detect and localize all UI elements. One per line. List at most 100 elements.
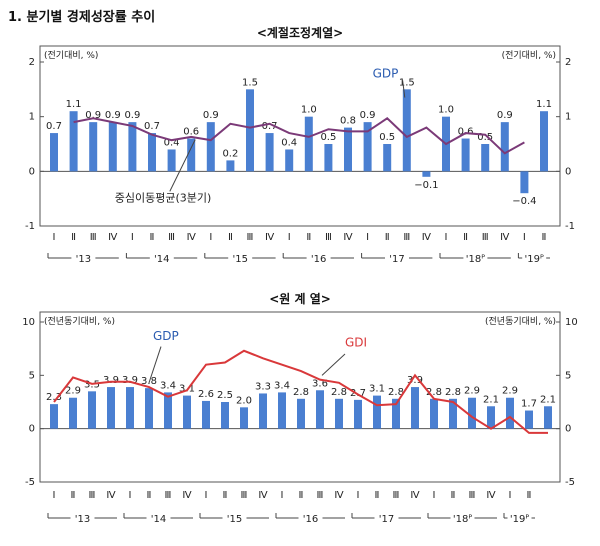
- gdp-data-label: 2.9: [65, 386, 81, 397]
- gdp-data-label: 3.1: [369, 384, 385, 395]
- quarter-label: Ⅱ: [375, 490, 380, 501]
- y-tick-label-left: -5: [25, 477, 35, 488]
- gdp-bar: [449, 398, 457, 429]
- quarter-label: Ⅳ: [422, 232, 432, 243]
- quarter-label: Ⅲ: [325, 232, 332, 243]
- gdp-bar: [202, 400, 210, 429]
- quarter-label: Ⅰ: [366, 232, 369, 243]
- quarter-label: Ⅰ: [209, 232, 212, 243]
- y-tick-label-left: 2: [29, 57, 35, 68]
- quarter-label: Ⅱ: [150, 232, 155, 243]
- gdp-bar: [344, 127, 352, 172]
- gdp-data-label: 0.5: [477, 132, 493, 143]
- gdp-data-label: 3.6: [312, 378, 328, 389]
- gdp-data-label: 0.9: [203, 110, 219, 121]
- gdp-bar: [69, 397, 77, 429]
- gdp-bar: [89, 122, 98, 172]
- gdp-data-label: 2.8: [426, 387, 442, 398]
- gdp-annotation: GDP: [153, 329, 179, 343]
- gdp-bar: [278, 392, 286, 429]
- quarter-label: Ⅳ: [106, 490, 116, 501]
- y-tick-label-left: 0: [29, 424, 35, 435]
- quarter-label: Ⅰ: [281, 490, 284, 501]
- gdp-bar: [373, 395, 381, 429]
- gdp-bar: [265, 133, 274, 172]
- gdp-data-label: 1.0: [438, 105, 454, 116]
- gdp-bar: [164, 392, 172, 429]
- quarter-label: Ⅰ: [205, 490, 208, 501]
- quarter-label: Ⅲ: [317, 490, 324, 501]
- year-label: '15: [227, 514, 242, 525]
- y-tick-label-left: -1: [25, 221, 35, 232]
- gdp-data-label: 0.6: [183, 127, 199, 138]
- quarter-label: Ⅲ: [165, 490, 172, 501]
- gdp-data-label: 3.9: [103, 375, 119, 386]
- quarter-label: Ⅱ: [451, 490, 456, 501]
- y-tick-label-right: -5: [565, 477, 575, 488]
- gdp-bar: [148, 133, 156, 172]
- gdp-bar: [108, 122, 117, 172]
- gdp-data-label: 0.8: [340, 116, 356, 127]
- gdp-data-label: 2.8: [388, 387, 404, 398]
- gdp-bar: [88, 391, 96, 429]
- quarter-label: Ⅱ: [223, 490, 228, 501]
- gdp-data-label: 1.7: [521, 399, 537, 410]
- moving-average-annotation: 중심이동평균(3분기): [115, 191, 212, 204]
- gdp-bar: [525, 410, 533, 429]
- quarter-label: Ⅳ: [500, 232, 510, 243]
- gdp-bar: [468, 397, 476, 429]
- y-tick-label-right: 0: [565, 166, 571, 177]
- gdi-annotation-arrow: [321, 353, 346, 376]
- quarter-label: Ⅳ: [258, 490, 268, 501]
- section-title: 1. 분기별 경제성장률 추이: [8, 10, 156, 25]
- quarter-label: Ⅳ: [265, 232, 275, 243]
- quarter-label: Ⅲ: [90, 232, 97, 243]
- gdp-bar: [128, 122, 137, 172]
- quarter-label: Ⅱ: [299, 490, 304, 501]
- gdp-data-label: 2.3: [46, 392, 62, 403]
- gdp-data-label: 1.1: [66, 99, 82, 110]
- seasonal-adjusted-chart: (전기대비, %) (전기대비, %)-1 -10 01 12 20.71.10.9 0.9…: [25, 45, 575, 265]
- year-label: '19ᴾ: [525, 254, 544, 265]
- gdp-data-label: 2.6: [198, 389, 214, 400]
- quarter-label: Ⅱ: [306, 232, 311, 243]
- gdp-data-label: 0.4: [164, 137, 180, 148]
- year-label: '16: [303, 514, 318, 525]
- y-tick-label-right: 5: [565, 370, 571, 381]
- gdp-bar: [520, 171, 529, 194]
- gdp-data-label: 1.5: [242, 77, 258, 88]
- year-label: '17: [379, 514, 394, 525]
- gdp-bar: [461, 138, 470, 172]
- quarter-label: Ⅰ: [288, 232, 291, 243]
- gdp-data-label: 2.1: [540, 394, 556, 405]
- quarter-label: Ⅲ: [241, 490, 248, 501]
- y-tick-label-right: 2: [565, 57, 571, 68]
- gdp-data-label: 0.5: [320, 132, 336, 143]
- quarter-label: Ⅲ: [89, 490, 96, 501]
- gdp-data-label: 3.4: [160, 380, 176, 391]
- year-label: '18ᴾ: [466, 254, 485, 265]
- gdp-data-label: −0.1: [414, 180, 438, 191]
- gdp-bar: [167, 149, 176, 172]
- y-tick-label-left: 5: [29, 370, 35, 381]
- gdp-annotation-arrow: [402, 80, 406, 98]
- gdp-bar: [392, 398, 400, 429]
- y-tick-label-right: 0: [565, 424, 571, 435]
- quarter-label: Ⅱ: [71, 490, 76, 501]
- gdp-data-label: 2.0: [236, 395, 252, 406]
- gdp-bar: [240, 407, 248, 429]
- year-label: '19ᴾ: [510, 514, 529, 525]
- gdp-data-label: −0.4: [512, 196, 536, 207]
- y-axis-label-left: (전년동기대비, %): [44, 316, 115, 327]
- y-tick-label-left: 1: [29, 112, 35, 123]
- gdp-data-label: 0.9: [360, 110, 376, 121]
- quarter-label: Ⅰ: [357, 490, 360, 501]
- chart-title-original: <원 계 열>: [269, 292, 331, 306]
- gdp-annotation-arrow: [148, 346, 162, 383]
- gdp-data-label: 3.9: [122, 375, 138, 386]
- gdp-bar: [145, 388, 153, 429]
- gdp-bar: [506, 397, 514, 429]
- quarter-label: Ⅰ: [523, 232, 526, 243]
- gdp-bar: [411, 387, 419, 429]
- quarter-label: Ⅳ: [334, 490, 344, 501]
